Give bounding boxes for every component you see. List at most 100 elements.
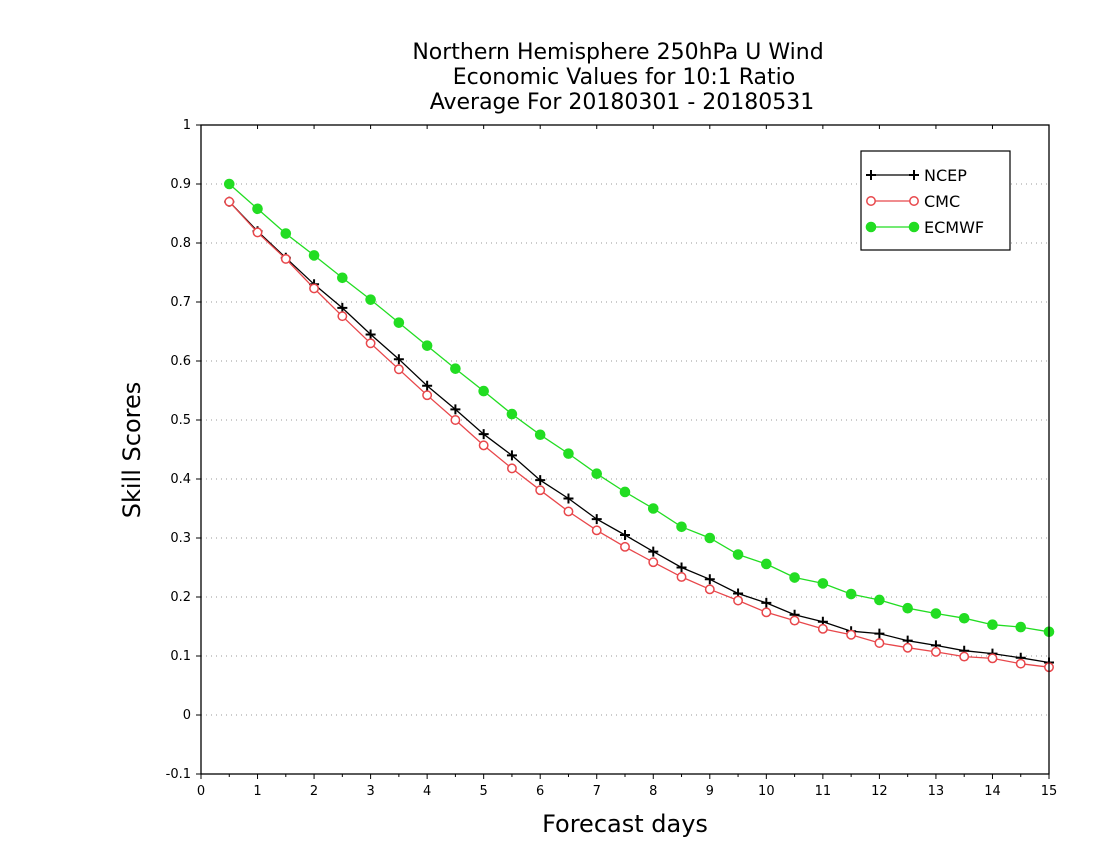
series-cmc-point <box>280 253 291 264</box>
plot-area-frame <box>200 124 1050 775</box>
gridlines <box>201 183 1049 716</box>
series-cmc-point <box>478 440 489 451</box>
x-tick-label: 4 <box>423 784 431 799</box>
series-ecmwf-point <box>732 549 744 560</box>
series-cmc-point <box>761 607 772 618</box>
series-ncep-point <box>563 493 574 504</box>
series-cmc-point <box>817 623 828 634</box>
series-cmc-point <box>789 615 800 626</box>
x-tick-label: 1 <box>253 784 261 799</box>
legend-marker <box>909 170 919 180</box>
series-cmc-point <box>987 653 998 664</box>
legend-item-ecmwf: ECMWF <box>865 218 984 237</box>
series-ncep-point <box>648 546 659 557</box>
series-cmc-point <box>959 651 970 662</box>
series-ecmwf-point <box>280 228 292 239</box>
y-tick-label: 0.3 <box>170 531 191 546</box>
series-ecmwf-point <box>478 385 489 397</box>
title-line-2: Economic Values for 10:1 Ratio <box>453 65 795 90</box>
x-tick-label: 2 <box>310 784 318 799</box>
x-tick-label: 10 <box>758 784 775 799</box>
legend-item-ncep: NCEP <box>866 166 967 185</box>
series-ncep-point <box>704 574 715 585</box>
y-tick-label: 0.4 <box>170 472 191 487</box>
series-ncep-point <box>591 514 602 525</box>
axis-ticks: -0.100.10.20.30.40.50.60.70.80.910 1 2 3 4 5 6… <box>166 118 1058 799</box>
series-ecmwf-point <box>619 486 631 498</box>
legend-label: CMC <box>924 192 960 211</box>
series-ncep-point <box>874 628 885 639</box>
series-ncep-point <box>761 597 772 608</box>
y-tick-label: 0.8 <box>170 236 191 251</box>
series-cmc-point <box>930 646 941 657</box>
series-cmc-point <box>676 571 687 582</box>
x-tick-label: 0 <box>197 784 205 799</box>
legend-label: NCEP <box>924 166 967 185</box>
series-ecmwf-point <box>817 578 829 589</box>
legend-marker <box>908 221 920 233</box>
series-cmc-point <box>563 506 574 517</box>
x-tick-label: 7 <box>593 784 601 799</box>
series-cmc-point <box>874 638 885 648</box>
title-line-1: Northern Hemisphere 250hPa U Wind <box>412 40 823 65</box>
series-ecmwf-point <box>789 572 800 583</box>
y-tick-label: 0.7 <box>170 295 191 310</box>
title-line-3: Average For 20180301 - 20180531 <box>430 90 815 115</box>
series-ecmwf-point <box>958 612 970 624</box>
plot-series <box>223 178 1055 673</box>
legend-marker <box>909 196 919 206</box>
series-ecmwf-point <box>563 448 574 459</box>
series-ncep-point <box>365 329 376 340</box>
series-ncep-point <box>506 450 517 461</box>
series-ecmwf <box>223 178 1055 638</box>
x-tick-label: 5 <box>480 784 488 799</box>
series-cmc-point <box>846 629 857 640</box>
x-axis-title: Forecast days <box>542 810 708 838</box>
series-ecmwf-point <box>337 272 348 284</box>
x-tick-label: 14 <box>984 784 1001 799</box>
y-axis-title: Skill Scores <box>118 382 146 519</box>
series-cmc-point <box>365 338 376 349</box>
series-ecmwf-point <box>223 178 235 190</box>
x-tick-label: 6 <box>536 784 544 799</box>
y-tick-label: 0.1 <box>170 649 191 664</box>
series-ecmwf-point <box>393 317 405 328</box>
series-ecmwf-point <box>647 503 659 514</box>
series-cmc-point <box>535 485 546 496</box>
x-tick-label: 9 <box>706 784 714 799</box>
series-cmc-point <box>450 415 461 425</box>
series-ncep-point <box>450 404 461 415</box>
series-ecmwf-point <box>902 602 913 614</box>
series-ecmwf-point <box>761 558 772 570</box>
series-ecmwf-point <box>534 429 546 441</box>
legend-marker <box>866 170 876 180</box>
series-cmc-point <box>591 525 602 536</box>
legend-item-cmc: CMC <box>866 192 960 211</box>
y-tick-label: -0.1 <box>166 767 191 782</box>
series-ncep-point <box>393 354 404 365</box>
series-ncep-point <box>676 562 687 573</box>
x-tick-label: 13 <box>928 784 945 799</box>
series-ecmwf-point <box>874 594 885 606</box>
series-ecmwf-point <box>308 250 320 261</box>
series-ncep-point <box>422 380 433 391</box>
series-ncep <box>224 196 1054 668</box>
series-cmc-point <box>1015 658 1026 669</box>
series-ncep-point <box>535 475 546 486</box>
legend-marker <box>866 196 876 206</box>
y-tick-label: 0.2 <box>170 590 191 605</box>
series-ecmwf-point <box>987 619 998 631</box>
series-cmc-point <box>620 541 630 552</box>
x-tick-label: 8 <box>649 784 657 799</box>
y-tick-label: 0.9 <box>170 177 191 192</box>
chart-title: Northern Hemisphere 250hPa U Wind Econom… <box>412 40 823 115</box>
series-cmc-point <box>902 642 913 653</box>
series-cmc-point <box>309 283 320 294</box>
legend-marker <box>865 221 877 233</box>
series-ecmwf-point <box>365 294 376 305</box>
y-tick-label: 1 <box>183 118 191 133</box>
series-ecmwf-line <box>228 183 1050 633</box>
series-cmc-point <box>704 584 715 595</box>
series-cmc-point <box>337 311 348 322</box>
